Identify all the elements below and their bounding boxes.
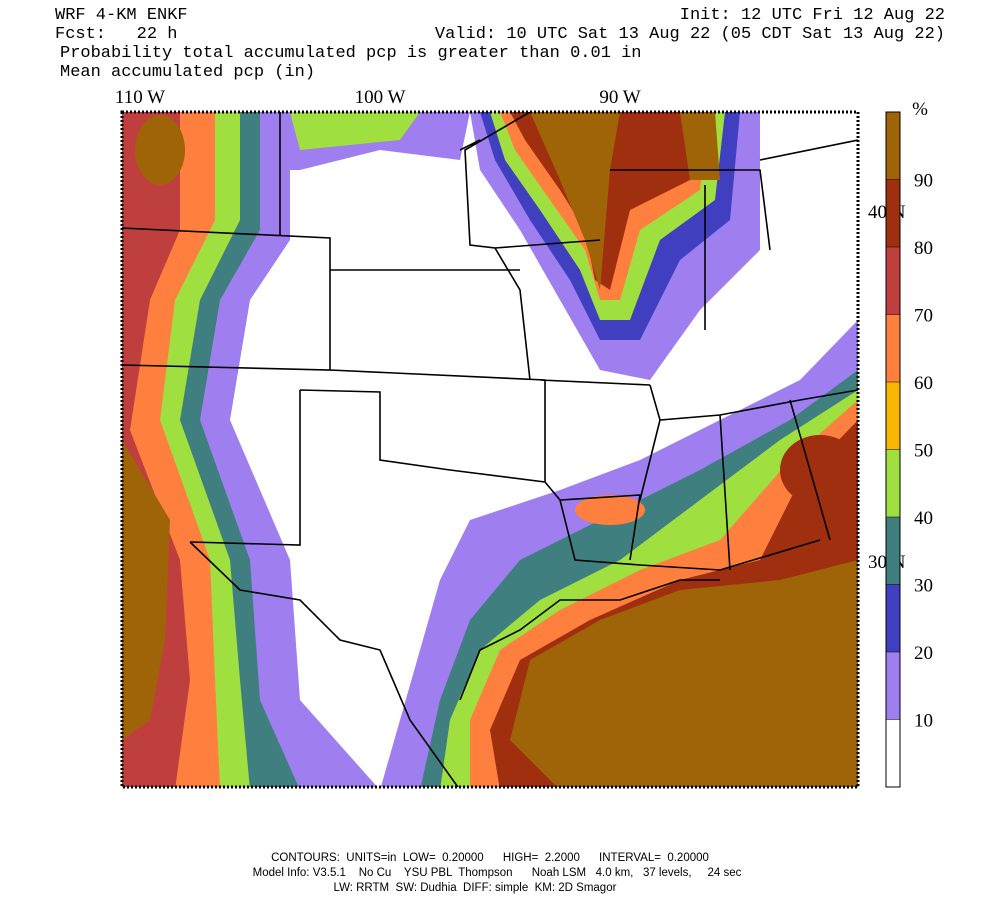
longitude-label: 90 W (599, 87, 640, 108)
colorbar-bin (886, 719, 900, 787)
colorbar-bin (886, 584, 900, 652)
colorbar: 10 20 30 40 50 60 70 80 90 (885, 111, 933, 788)
colorbar-tick-label: 40 (914, 508, 933, 529)
colorbar-tick-label: 80 (914, 238, 933, 259)
precip-field (122, 112, 858, 787)
longitude-label: 110 W (115, 87, 165, 108)
state-boundaries (122, 112, 858, 787)
colorbar-bin (886, 247, 900, 315)
field-title: Mean accumulated pcp (in) (60, 63, 315, 82)
colorbar-tick-label: 60 (914, 373, 933, 394)
map (120, 110, 860, 789)
colorbar-tick-label: 50 (914, 441, 933, 462)
colorbar-bin (886, 314, 900, 382)
footer-line: LW: RRTM SW: Dudhia DIFF: simple KM: 2D … (334, 882, 617, 894)
valid-time: Valid: 10 UTC Sat 13 Aug 22 (05 CDT Sat … (435, 25, 945, 44)
colorbar-bin (886, 449, 900, 517)
map-frame (120, 110, 860, 789)
colorbar-bin (886, 382, 900, 450)
colorbar-tick-label: 20 (914, 643, 933, 664)
colorbar-tick-label: 10 (914, 711, 933, 732)
colorbar-bin (886, 517, 900, 585)
field-title: Probability total accumulated pcp is gre… (60, 44, 642, 63)
colorbar-tick-label: 70 (914, 306, 933, 327)
forecast-hour: Fcst: 22 h (55, 25, 177, 44)
footer-line: CONTOURS: UNITS=in LOW= 0.20000 HIGH= 2.… (271, 852, 709, 864)
colorbar-bin (886, 179, 900, 247)
init-time: Init: 12 UTC Fri 12 Aug 22 (680, 6, 945, 25)
colorbar-bin (886, 652, 900, 720)
model-title: WRF 4-KM ENKF (55, 6, 188, 25)
longitude-label: 100 W (355, 87, 406, 108)
colorbar-tick-label: 30 (914, 576, 933, 597)
colorbar-tick-label: 90 (914, 171, 933, 192)
colorbar-bin (886, 112, 900, 180)
colorbar-unit: % (912, 99, 928, 120)
footer-line: Model Info: V3.5.1 No Cu YSU PBL Thompso… (253, 867, 742, 879)
